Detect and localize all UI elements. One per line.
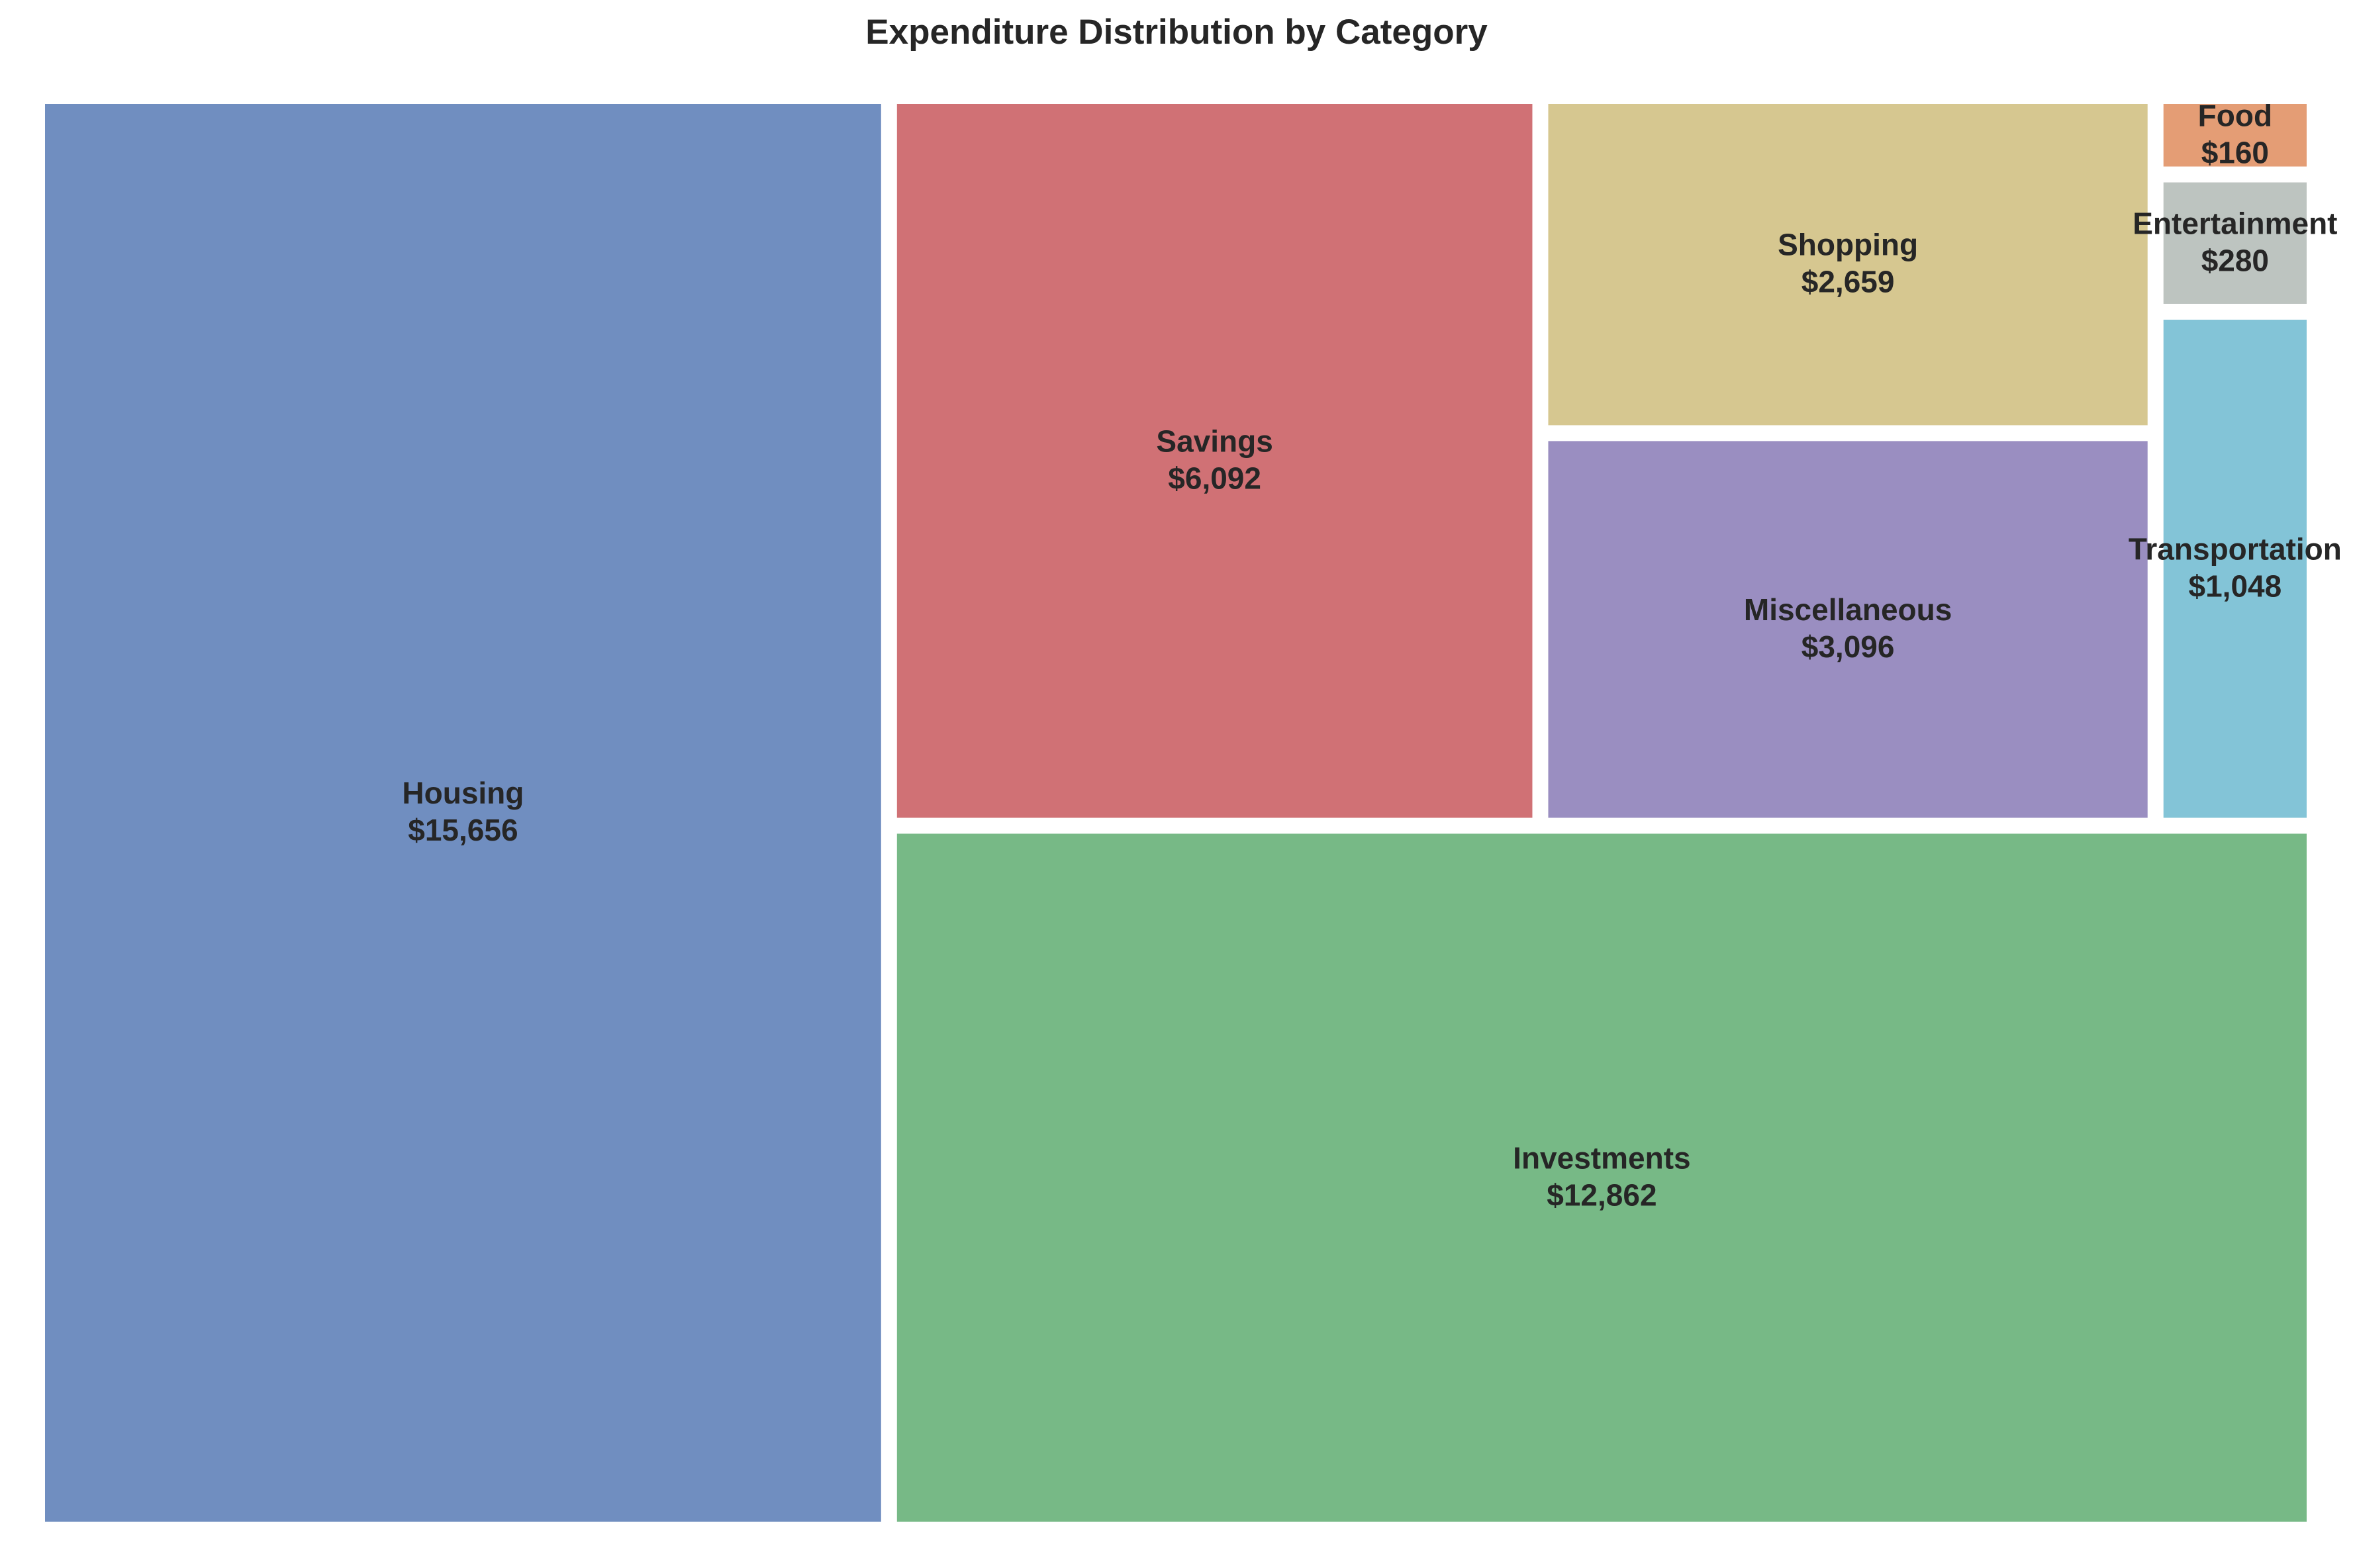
tile-value-label: $12,862 [1547, 1177, 1657, 1212]
tile-value-label: $280 [2201, 243, 2269, 277]
tile-transportation: Transportation$1,048 [2129, 320, 2342, 818]
tile-value-label: $3,096 [1801, 629, 1895, 664]
tile-name-label: Housing [402, 776, 524, 810]
tile-name-label: Investments [1513, 1140, 1690, 1175]
tile-entertainment: Entertainment$280 [2133, 182, 2337, 304]
tile-investments: Investments$12,862 [896, 833, 2307, 1522]
tile-value-label: $1,048 [2189, 569, 2282, 603]
tile-value-label: $15,656 [408, 813, 518, 847]
tile-value-label: $2,659 [1801, 265, 1895, 299]
tile-food: Food$160 [2163, 98, 2307, 169]
tile-rect-housing [45, 104, 881, 1522]
tile-name-label: Shopping [1778, 228, 1918, 262]
tile-rect-savings [896, 104, 1533, 818]
tile-name-label: Food [2198, 98, 2272, 132]
tile-value-label: $6,092 [1168, 461, 1261, 495]
chart-title: Expenditure Distribution by Category [865, 13, 1488, 52]
tile-rect-shopping [1548, 104, 2148, 426]
tile-shopping: Shopping$2,659 [1548, 104, 2148, 426]
tile-miscellaneous: Miscellaneous$3,096 [1548, 441, 2148, 818]
tile-name-label: Savings [1156, 424, 1273, 458]
tile-rect-investments [896, 833, 2307, 1522]
tile-value-label: $160 [2201, 135, 2269, 169]
tile-name-label: Miscellaneous [1744, 592, 1952, 627]
tile-rect-food [2163, 104, 2307, 167]
tile-housing: Housing$15,656 [45, 104, 881, 1522]
tile-name-label: Entertainment [2133, 206, 2337, 240]
tile-name-label: Transportation [2129, 531, 2342, 566]
tile-savings: Savings$6,092 [896, 104, 1533, 818]
tile-rect-entertainment [2163, 182, 2307, 304]
tile-rect-transportation [2163, 320, 2307, 818]
tile-rect-miscellaneous [1548, 441, 2148, 818]
